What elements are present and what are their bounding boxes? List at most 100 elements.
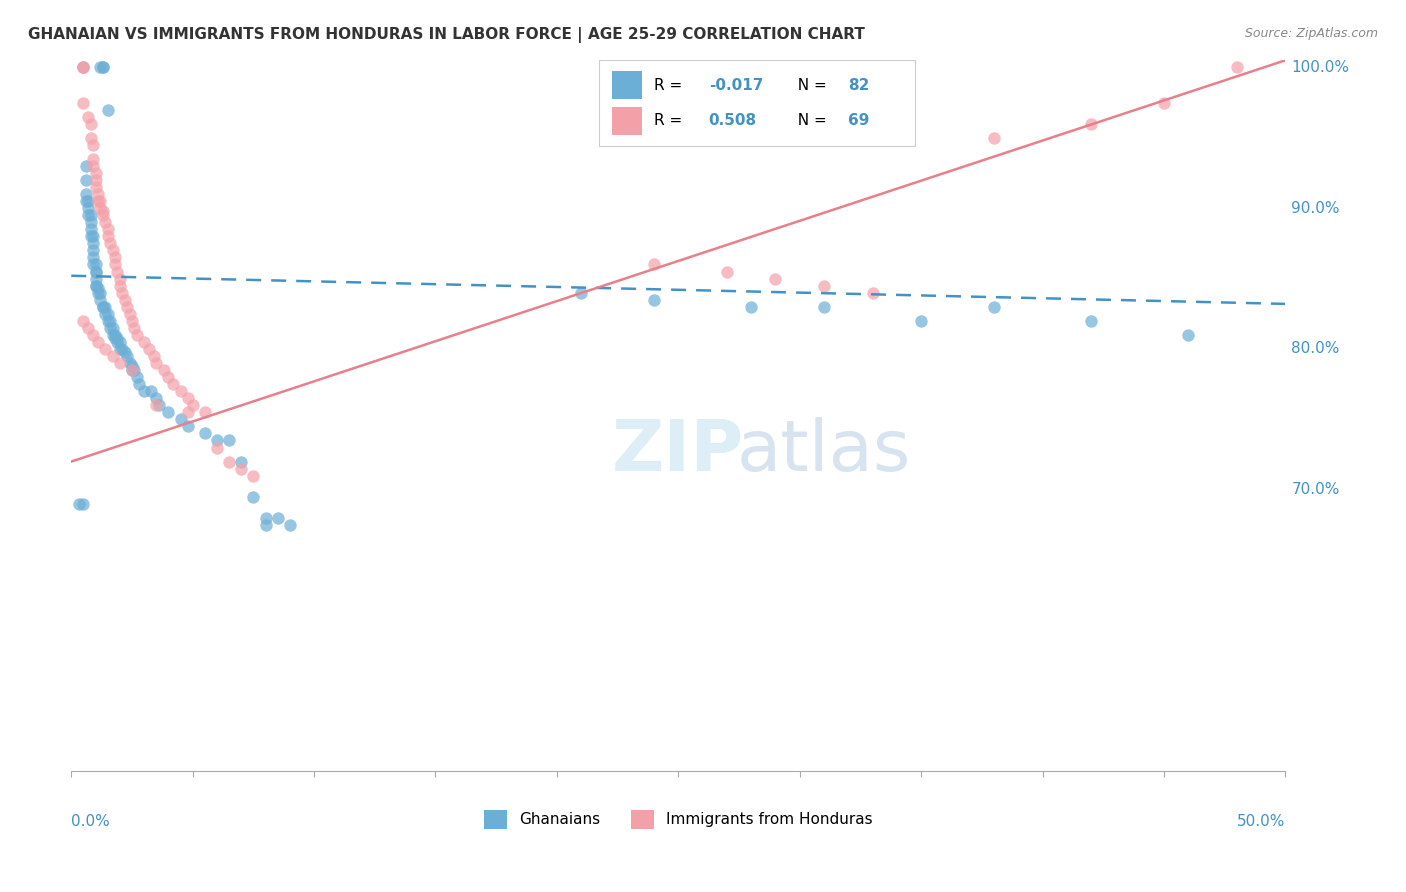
Point <box>177 419 200 434</box>
Point <box>1080 117 1102 131</box>
Point <box>72 95 94 110</box>
Point <box>118 356 141 370</box>
Point <box>75 159 97 173</box>
Text: 50.0%: 50.0% <box>1237 814 1285 829</box>
Point <box>97 314 120 328</box>
Point <box>115 349 138 363</box>
Point <box>124 321 146 335</box>
Text: N =: N = <box>787 78 831 93</box>
Point <box>125 327 148 342</box>
Text: 100.0%: 100.0% <box>1292 60 1350 75</box>
Text: -0.017: -0.017 <box>709 78 763 93</box>
Point <box>157 405 180 419</box>
Point <box>84 271 107 285</box>
Text: 90.0%: 90.0% <box>1292 201 1340 216</box>
Point <box>75 173 97 187</box>
Point <box>87 334 110 349</box>
Point <box>1226 60 1249 74</box>
Point <box>181 398 204 412</box>
Point <box>125 370 148 384</box>
Point <box>111 342 134 356</box>
Point <box>84 180 107 194</box>
Point <box>114 293 136 307</box>
Text: N =: N = <box>787 113 831 128</box>
Text: 70.0%: 70.0% <box>1292 483 1340 497</box>
Point <box>169 384 191 399</box>
Point <box>72 314 94 328</box>
Point <box>79 229 101 244</box>
Text: GHANAIAN VS IMMIGRANTS FROM HONDURAS IN LABOR FORCE | AGE 25-29 CORRELATION CHAR: GHANAIAN VS IMMIGRANTS FROM HONDURAS IN … <box>28 27 865 43</box>
Point <box>77 201 100 215</box>
Point <box>89 194 111 208</box>
Point <box>101 321 124 335</box>
Point <box>77 110 100 124</box>
Point <box>121 359 143 373</box>
Text: Source: ZipAtlas.com: Source: ZipAtlas.com <box>1244 27 1378 40</box>
Point <box>765 271 787 285</box>
Point <box>82 257 104 271</box>
Point <box>218 454 240 468</box>
Point <box>104 327 127 342</box>
Point <box>218 434 240 448</box>
Point <box>118 307 141 321</box>
Point <box>82 159 104 173</box>
Point <box>643 293 665 307</box>
Point <box>177 405 200 419</box>
Point <box>111 285 134 300</box>
Point <box>177 391 200 405</box>
Point <box>115 300 138 314</box>
Point <box>98 314 121 328</box>
Point <box>91 60 114 74</box>
Point <box>91 300 114 314</box>
Point <box>141 384 163 399</box>
Point <box>94 215 117 229</box>
Point <box>82 244 104 258</box>
Point <box>104 331 127 345</box>
Point <box>75 187 97 202</box>
Point <box>142 349 165 363</box>
Point <box>101 327 124 342</box>
Point <box>108 342 131 356</box>
Point <box>105 331 128 345</box>
Text: 69: 69 <box>848 113 870 128</box>
Point <box>104 257 127 271</box>
Point <box>194 405 217 419</box>
Point <box>94 307 117 321</box>
Point <box>91 208 114 222</box>
Point <box>813 278 835 293</box>
Point <box>983 130 1005 145</box>
Point <box>87 194 110 208</box>
Text: R =: R = <box>654 78 688 93</box>
Text: 82: 82 <box>848 78 870 93</box>
Text: 0.0%: 0.0% <box>72 814 110 829</box>
Point <box>79 215 101 229</box>
Point <box>132 384 155 399</box>
Point <box>82 229 104 244</box>
Point <box>231 461 253 475</box>
Point <box>77 321 100 335</box>
Point <box>108 278 131 293</box>
Text: ZIP: ZIP <box>612 417 744 486</box>
Point <box>84 166 107 180</box>
Point <box>1153 95 1175 110</box>
Point <box>91 60 114 74</box>
Point <box>72 60 94 74</box>
Point <box>278 518 301 533</box>
Point <box>108 271 131 285</box>
Point <box>89 293 111 307</box>
Point <box>254 511 277 525</box>
Point <box>205 434 228 448</box>
Point <box>124 363 146 377</box>
Point <box>77 208 100 222</box>
Point <box>1080 314 1102 328</box>
Text: 80.0%: 80.0% <box>1292 342 1340 357</box>
Point <box>242 490 264 504</box>
Point <box>138 342 160 356</box>
Point <box>105 264 128 278</box>
Point <box>169 412 191 426</box>
Point <box>84 173 107 187</box>
Point <box>79 117 101 131</box>
Point <box>162 377 184 392</box>
Point <box>94 300 117 314</box>
Point <box>72 60 94 74</box>
